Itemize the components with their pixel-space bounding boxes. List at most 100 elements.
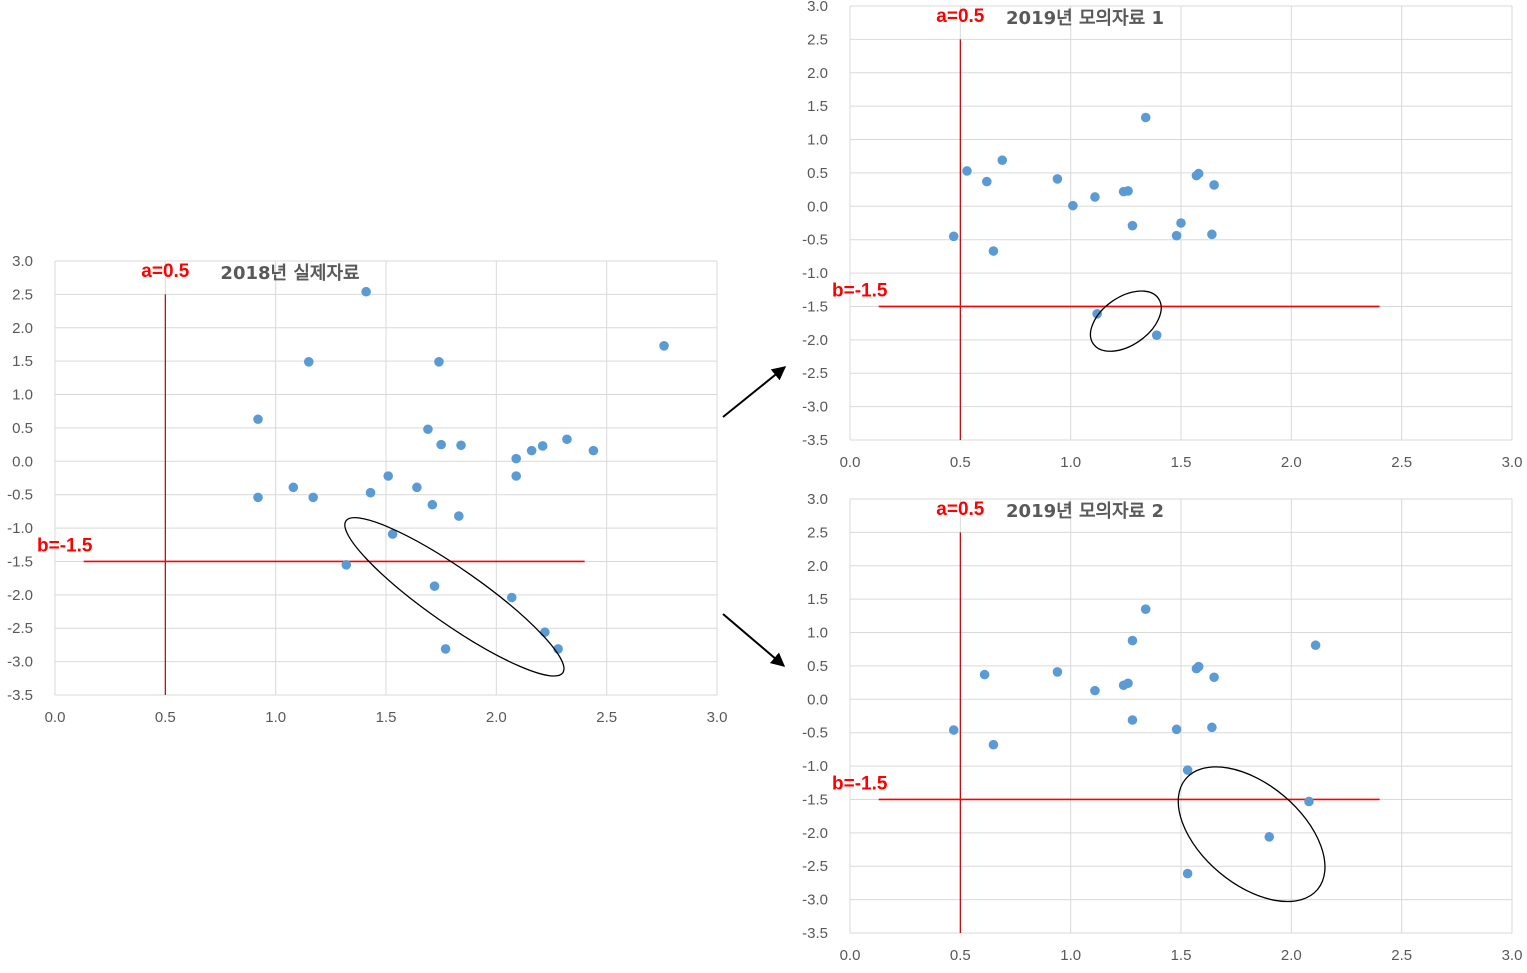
y-tick-label: -0.5 [802, 232, 828, 249]
data-point [982, 176, 992, 187]
data-point [948, 725, 959, 735]
y-tick-label: -3.5 [802, 925, 828, 942]
x-tick-label: 2.0 [486, 709, 507, 726]
y-tick-label: 1.0 [807, 625, 828, 642]
x-tick-label: 0.5 [155, 709, 176, 726]
x-tick-label: 0.0 [840, 947, 861, 964]
reference-label-a: a=0.5 [141, 261, 190, 282]
data-point [511, 453, 521, 464]
data-point [1140, 112, 1151, 123]
data-point [423, 424, 433, 435]
y-tick-label: 1.5 [12, 353, 33, 370]
data-point [454, 511, 464, 521]
highlight-ellipse [1177, 766, 1326, 903]
data-point [1304, 796, 1314, 807]
x-tick-label: 2.5 [596, 709, 617, 726]
y-tick-label: 1.5 [807, 591, 828, 608]
x-tick-label: 1.0 [1060, 947, 1081, 964]
reference-label-b: b=-1.5 [37, 535, 93, 556]
data-point [506, 592, 517, 603]
data-point [1151, 330, 1162, 340]
y-tick-label: -1.0 [7, 520, 33, 537]
data-point [456, 440, 466, 451]
x-tick-label: 1.5 [1171, 947, 1192, 964]
data-point [341, 560, 352, 570]
data-point [361, 286, 371, 297]
x-tick-label: 0.5 [950, 454, 971, 471]
chart-title: 2019년 모의자료 2 [1006, 501, 1164, 522]
x-tick-label: 1.5 [1171, 454, 1192, 471]
y-tick-label: -3.5 [7, 687, 33, 704]
y-tick-label: -2.5 [802, 858, 828, 875]
data-point [1068, 200, 1078, 211]
data-point [1209, 672, 1219, 683]
data-point [303, 357, 314, 367]
y-tick-label: 2.5 [807, 31, 828, 48]
scatter-chart-2018: 0.0 0.5 1.0 1.5 2.0 2.5 3.0 3.0 2.5 2.0 1.5 1.0 0.5 0… [7, 253, 728, 726]
y-tick-label: 0.5 [12, 420, 33, 437]
x-tick-label: 0.0 [45, 709, 66, 726]
data-point [1090, 192, 1100, 202]
data-point [1127, 220, 1138, 231]
y-tick-label: -2.0 [7, 587, 33, 604]
y-tick-label: 2.5 [807, 524, 828, 541]
x-tick-label: 2.5 [1391, 454, 1412, 471]
data-point [1193, 661, 1204, 672]
data-point [412, 482, 422, 493]
x-tick-label: 0.5 [950, 947, 971, 964]
data-point [429, 581, 440, 591]
y-tick-label: -2.0 [802, 825, 828, 842]
scatter-chart-2019-sim-1: 0.0 0.5 1.0 1.5 2.0 2.5 3.0 3.0 2.5 2.0 1.5 1.0 0.5 0… [802, 0, 1522, 471]
data-point [997, 155, 1008, 166]
data-point [1264, 832, 1275, 842]
x-tick-label: 0.0 [840, 454, 861, 471]
y-tick-label: -1.5 [802, 791, 828, 808]
data-point [253, 492, 263, 503]
data-point [1127, 635, 1138, 646]
y-tick-label: -2.0 [802, 332, 828, 349]
data-point [1123, 186, 1133, 196]
data-point [659, 340, 669, 351]
x-tick-label: 1.5 [376, 709, 397, 726]
y-tick-label: 3.0 [807, 0, 828, 15]
y-tick-label: 1.0 [12, 387, 33, 404]
x-tick-label: 3.0 [707, 709, 728, 726]
x-tick-label: 3.0 [1502, 947, 1523, 964]
y-tick-label: -3.0 [802, 892, 828, 909]
y-tick-label: -3.0 [802, 399, 828, 416]
y-tick-label: 0.5 [807, 658, 828, 675]
data-point [383, 471, 394, 481]
chart-title: 2019년 모의자료 1 [1006, 8, 1164, 29]
data-point [440, 644, 451, 654]
y-tick-label: -1.5 [7, 553, 33, 570]
data-point [537, 441, 548, 451]
data-point [1090, 685, 1100, 696]
reference-label-b: b=-1.5 [832, 773, 888, 794]
y-tick-label: -1.5 [802, 298, 828, 315]
data-point [948, 231, 959, 242]
y-tick-label: 1.5 [807, 98, 828, 115]
data-point [1052, 174, 1063, 184]
highlight-ellipse [1089, 290, 1162, 352]
data-point [1193, 168, 1204, 179]
highlight-ellipse [344, 517, 565, 677]
data-point [1140, 604, 1151, 614]
chart-title: 2018년 실제자료 [220, 263, 359, 284]
arrow-to-sim-2 [722, 613, 786, 667]
data-point [1123, 678, 1133, 689]
x-tick-label: 2.0 [1281, 454, 1302, 471]
data-point [526, 445, 537, 456]
y-tick-label: 0.0 [12, 453, 33, 470]
reference-label-b: b=-1.5 [832, 280, 888, 301]
data-point [1310, 640, 1321, 651]
y-tick-label: 2.0 [12, 320, 33, 337]
y-tick-label: 0.5 [807, 165, 828, 182]
data-point [1092, 309, 1102, 319]
data-point [1052, 667, 1063, 677]
y-tick-label: -0.5 [7, 487, 33, 504]
data-point [1207, 722, 1217, 733]
data-point [365, 487, 376, 498]
data-point [434, 357, 444, 367]
data-point [562, 434, 572, 445]
